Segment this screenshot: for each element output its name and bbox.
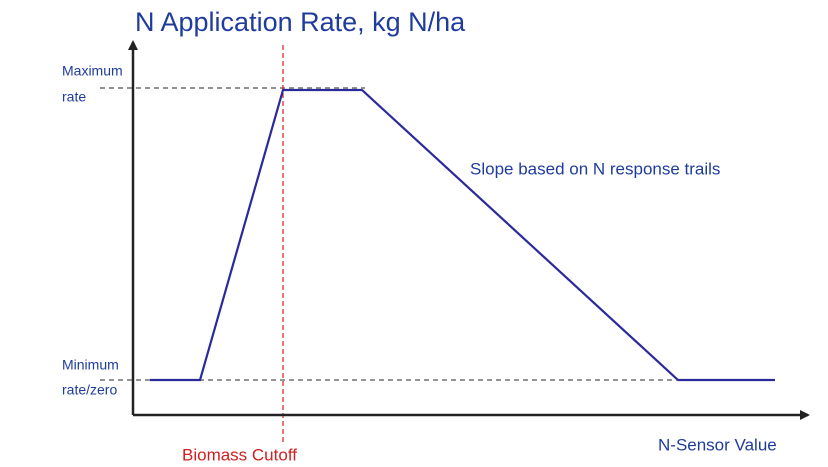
cutoff-label: Biomass Cutoff [182,445,297,464]
max-label: rate [62,89,86,105]
slope-label: Slope based on N response trails [470,159,720,178]
rate-curve [150,88,775,382]
min-label: Minimum [62,357,119,373]
max-label: Maximum [62,63,123,79]
min-label: rate/zero [62,382,117,398]
title: N Application Rate, kg N/ha [135,7,466,37]
x-axis-label: N-Sensor Value [658,435,777,454]
